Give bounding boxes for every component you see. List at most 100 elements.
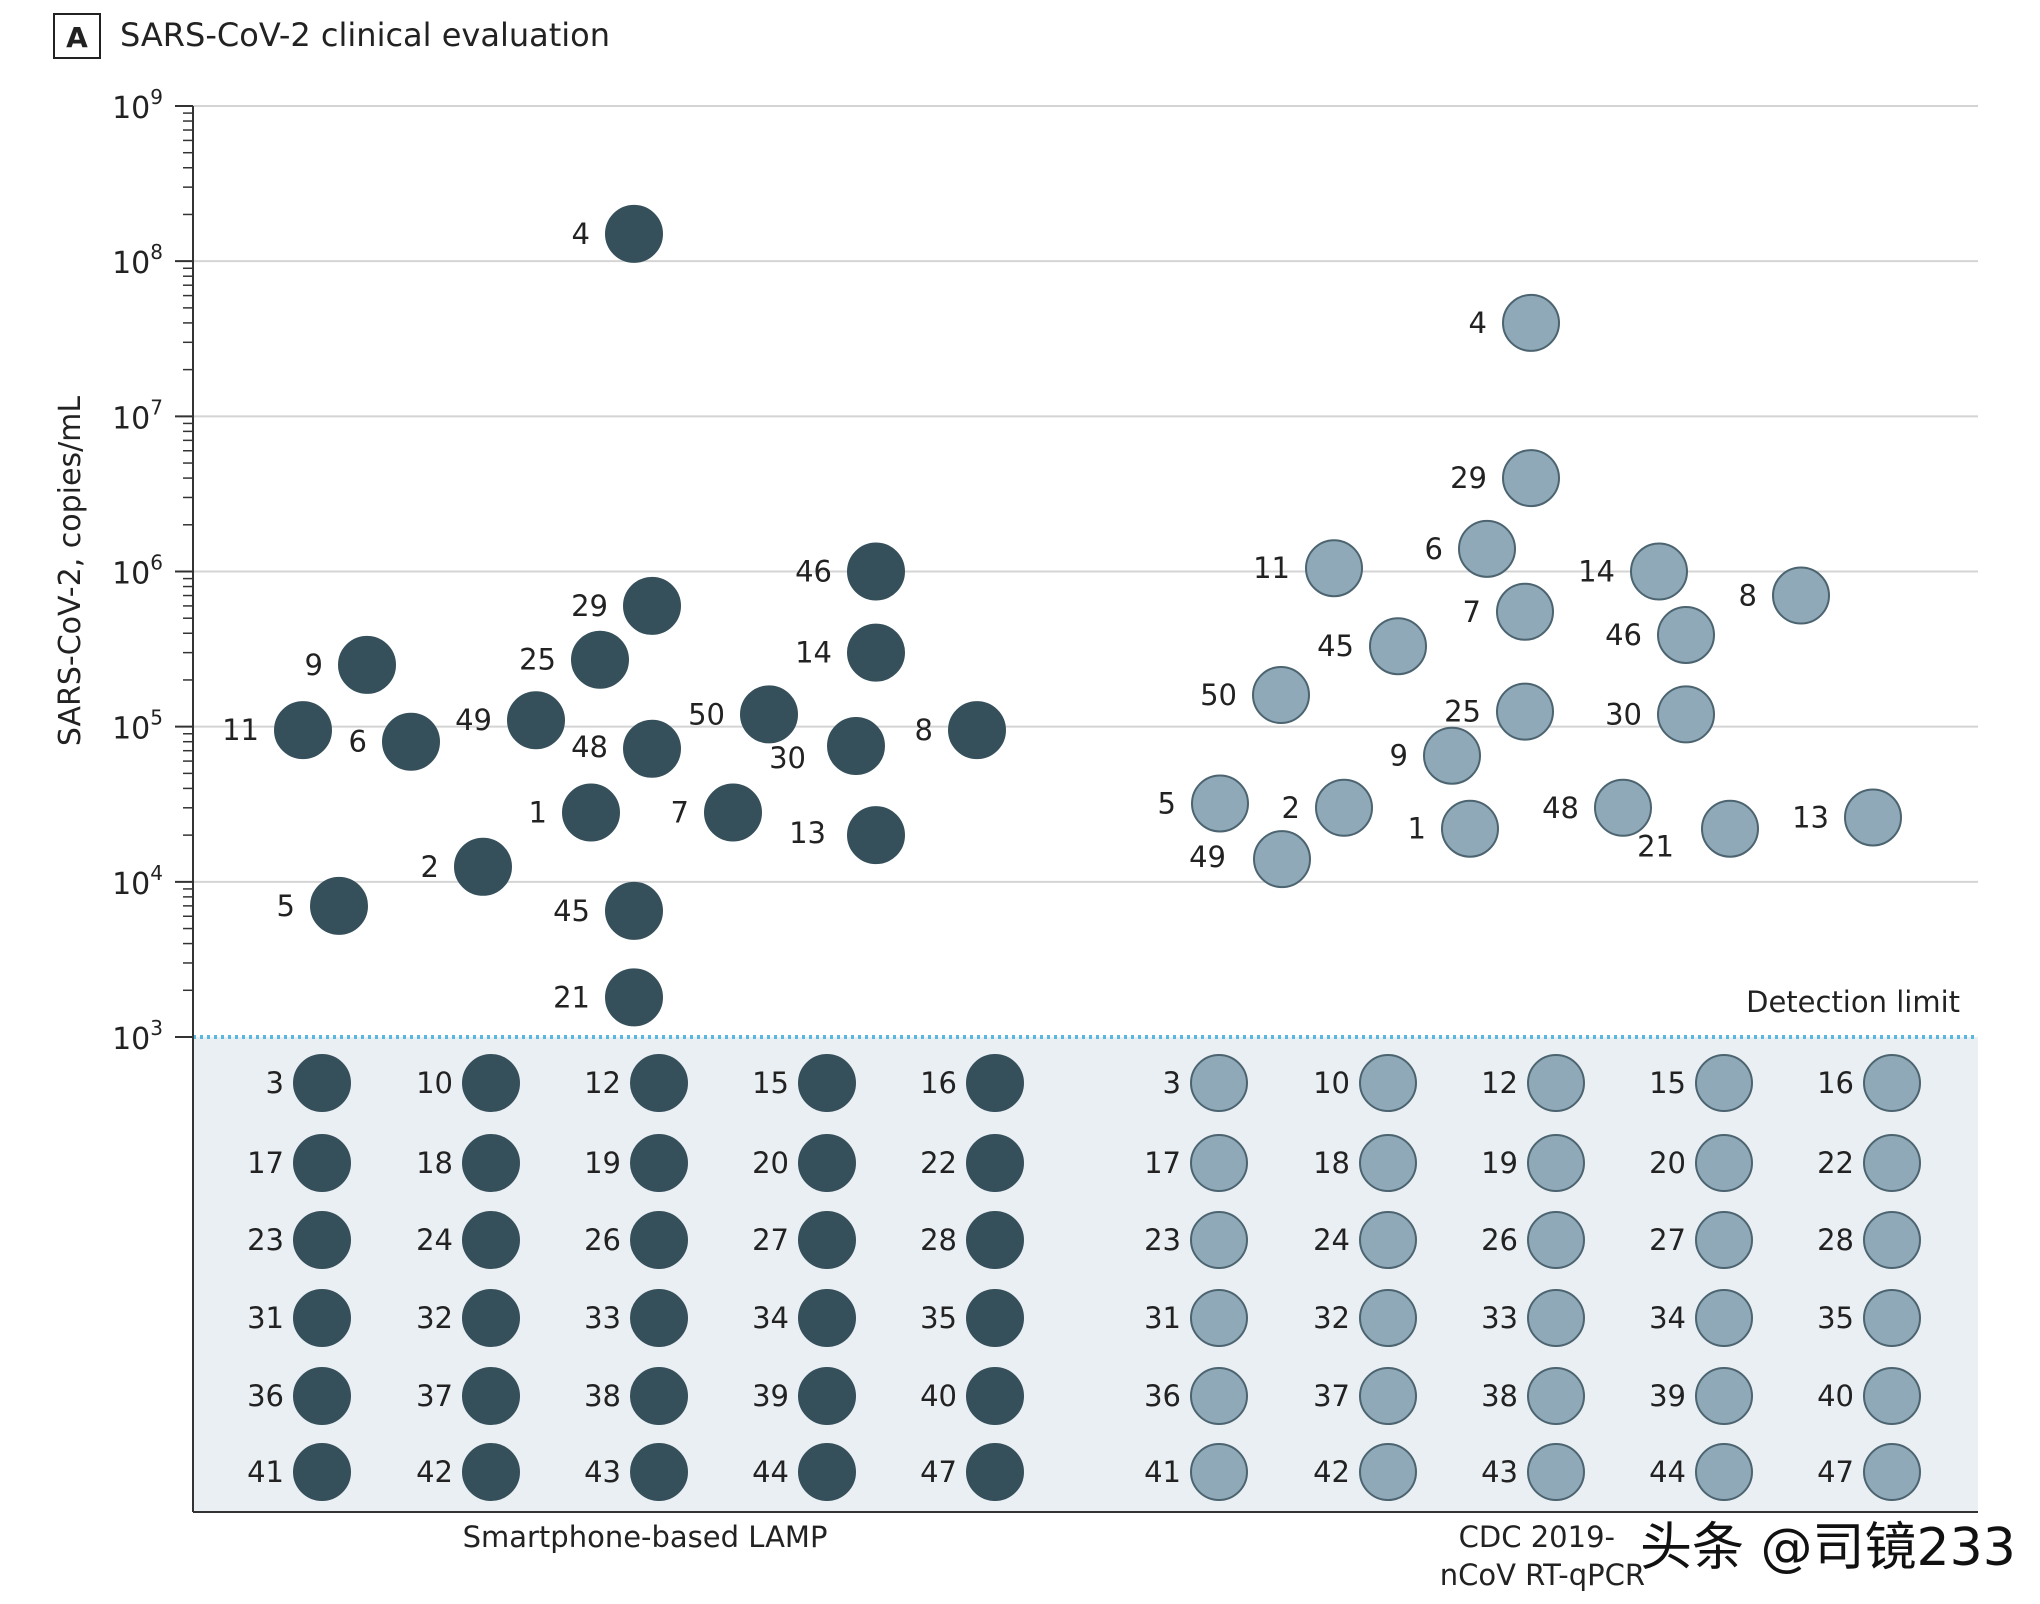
- below-limit-point: [798, 1211, 856, 1269]
- below-limit-label: 12: [584, 1066, 621, 1100]
- below-limit-point: [293, 1134, 351, 1192]
- below-limit-point: [1359, 1054, 1417, 1112]
- below-limit-label: 44: [1649, 1455, 1686, 1489]
- below-limit-label: 20: [752, 1146, 789, 1180]
- point-label: 5: [277, 889, 295, 923]
- data-point: [1315, 778, 1373, 837]
- y-tick-label: 106: [112, 551, 163, 592]
- below-limit-label: 34: [1649, 1301, 1686, 1335]
- below-limit-label: 37: [1313, 1379, 1350, 1413]
- point-label: 30: [1605, 697, 1642, 731]
- below-limit-point: [966, 1443, 1024, 1501]
- below-limit-label: 35: [1817, 1301, 1854, 1335]
- data-point: [827, 717, 885, 776]
- below-limit-point: [1359, 1211, 1417, 1269]
- point-label: 4: [1469, 306, 1487, 340]
- below-limit-point: [798, 1367, 856, 1425]
- below-limit-point: [1695, 1443, 1753, 1501]
- below-limit-label: 33: [584, 1301, 621, 1335]
- point-label: 25: [1444, 695, 1481, 729]
- below-limit-point: [630, 1054, 688, 1112]
- below-limit-label: 47: [1817, 1455, 1854, 1489]
- below-limit-label: 31: [247, 1301, 284, 1335]
- below-limit-point: [462, 1289, 520, 1347]
- point-label: 13: [789, 816, 826, 850]
- below-limit-point: [1359, 1289, 1417, 1347]
- point-label: 2: [1282, 791, 1300, 825]
- below-limit-point: [462, 1211, 520, 1269]
- data-point: [382, 712, 440, 771]
- below-limit-label: 23: [1144, 1223, 1181, 1257]
- below-limit-label: 35: [920, 1301, 957, 1335]
- point-label: 25: [519, 643, 556, 677]
- data-point: [623, 576, 681, 635]
- data-point: [605, 881, 663, 940]
- data-point: [623, 719, 681, 778]
- data-point: [1594, 778, 1652, 837]
- below-limit-label: 27: [1649, 1223, 1686, 1257]
- point-label: 30: [769, 741, 806, 775]
- point-label: 8: [1739, 579, 1757, 613]
- data-point: [740, 685, 798, 744]
- below-limit-label: 31: [1144, 1301, 1181, 1335]
- below-limit-point: [630, 1443, 688, 1501]
- data-point: [1252, 665, 1310, 724]
- data-point: [847, 542, 905, 601]
- point-label: 29: [571, 589, 608, 623]
- data-point: [1253, 830, 1311, 889]
- below-limit-point: [462, 1054, 520, 1112]
- y-tick-label: 104: [112, 861, 163, 902]
- point-label: 2: [421, 850, 439, 884]
- below-limit-label: 41: [1144, 1455, 1181, 1489]
- below-limit-label: 15: [752, 1066, 789, 1100]
- below-detection-region: [193, 1035, 1978, 1513]
- below-limit-point: [966, 1134, 1024, 1192]
- panel-letter-box: [53, 13, 101, 59]
- below-limit-point: [1190, 1367, 1248, 1425]
- below-limit-label: 26: [584, 1223, 621, 1257]
- data-point: [847, 623, 905, 682]
- gridlines: [193, 105, 1978, 883]
- below-limit-label: 16: [1817, 1066, 1854, 1100]
- point-label: 6: [349, 725, 367, 759]
- y-tick-label: 105: [112, 706, 163, 747]
- below-limit-label: 47: [920, 1455, 957, 1489]
- point-label: 11: [222, 713, 259, 747]
- point-label: 48: [571, 730, 608, 764]
- below-limit-point: [966, 1054, 1024, 1112]
- point-label: 11: [1253, 551, 1290, 585]
- below-limit-label: 43: [1481, 1455, 1518, 1489]
- below-limit-point: [1863, 1211, 1921, 1269]
- below-limit-label: 39: [1649, 1379, 1686, 1413]
- below-limit-point: [293, 1211, 351, 1269]
- below-limit-point: [1190, 1211, 1248, 1269]
- data-point: [562, 783, 620, 842]
- below-limit-label: 36: [1144, 1379, 1181, 1413]
- below-limit-label: 36: [247, 1379, 284, 1413]
- data-point: [507, 691, 565, 750]
- point-label: 46: [1605, 618, 1642, 652]
- below-limit-point: [630, 1367, 688, 1425]
- watermark: 头条 @司镜233: [1640, 1518, 2016, 1578]
- below-limit-label: 26: [1481, 1223, 1518, 1257]
- data-point: [571, 630, 629, 689]
- x-label-lamp: Smartphone-based LAMP: [463, 1520, 828, 1554]
- below-limit-label: 34: [752, 1301, 789, 1335]
- data-point: [1630, 542, 1688, 601]
- data-point: [1657, 685, 1715, 744]
- point-label: 49: [455, 703, 492, 737]
- point-label: 5: [1158, 786, 1176, 820]
- point-label: 49: [1189, 840, 1226, 874]
- below-limit-shade: [193, 1037, 1978, 1512]
- point-label: 7: [671, 795, 689, 829]
- y-axis-label: SARS-CoV-2, copies/mL: [53, 396, 88, 747]
- below-limit-label: 19: [584, 1146, 621, 1180]
- below-limit-label: 16: [920, 1066, 957, 1100]
- below-limit-label: 17: [1144, 1146, 1181, 1180]
- below-limit-point: [1695, 1289, 1753, 1347]
- below-limit-label: 28: [1817, 1223, 1854, 1257]
- below-limit-point: [1190, 1443, 1248, 1501]
- below-limit-point: [798, 1054, 856, 1112]
- below-limit-point: [966, 1211, 1024, 1269]
